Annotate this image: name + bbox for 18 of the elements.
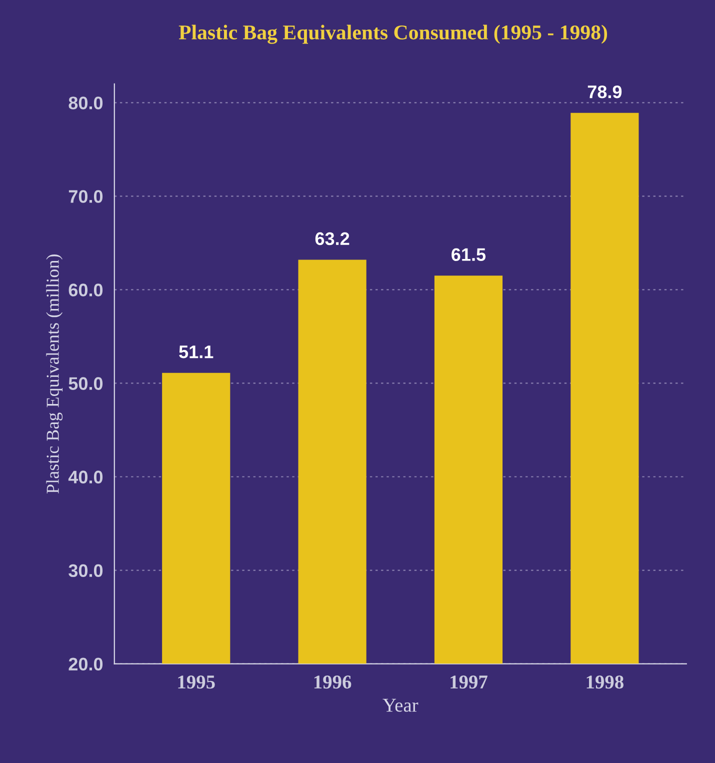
- data-label: 78.9: [588, 85, 622, 98]
- x-tick-label: 1997: [450, 676, 488, 689]
- data-label: 63.2: [315, 232, 350, 246]
- y-tick-label: 20.0: [68, 658, 103, 671]
- y-tick-label: 80.0: [68, 96, 103, 110]
- x-axis-title: Year: [382, 698, 418, 712]
- y-tick-label: 60.0: [68, 284, 103, 296]
- y-tick-label: 40.0: [68, 470, 103, 484]
- data-label: 51.1: [179, 346, 214, 358]
- x-tick-label: 1998: [586, 675, 624, 689]
- x-tick-label: 1996: [314, 676, 352, 689]
- y-tick-label: 70.0: [68, 190, 103, 203]
- chart-title: Plastic Bag Equivalents Consumed (1995 - 1998): [178, 24, 608, 44]
- y-tick-label: 30.0: [68, 564, 103, 578]
- data-label: 61.5: [452, 248, 486, 261]
- y-axis-title: Plastic Bag Equivalents (million): [46, 254, 63, 494]
- x-tick-label: 1995: [178, 676, 215, 689]
- y-tick-label: 50.0: [68, 377, 103, 390]
